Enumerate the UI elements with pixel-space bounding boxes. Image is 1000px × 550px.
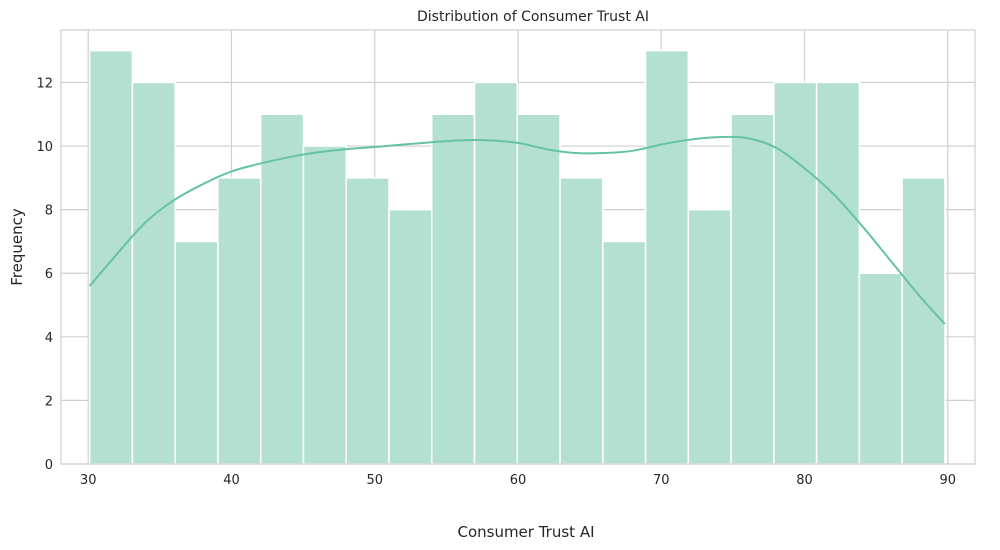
y-tick-label-3: 6	[45, 267, 53, 282]
y-tick-label-1: 2	[45, 394, 53, 409]
histogram-bars	[88, 49, 946, 465]
histogram-bar-16	[773, 81, 818, 465]
x-tick-label-5: 80	[796, 473, 813, 488]
histogram-bar-13	[644, 49, 690, 465]
y-tick-label-6: 12	[36, 76, 53, 91]
histogram-bar-5	[302, 145, 347, 465]
kde-curve-layer	[88, 135, 946, 325]
histogram-bar-0	[88, 49, 134, 465]
x-axis-label: Consumer Trust AI	[457, 523, 594, 541]
histogram-bar-2	[174, 240, 219, 465]
plot-frame	[60, 29, 976, 465]
histogram-bar-17	[815, 81, 861, 465]
histogram-bar-11	[559, 177, 604, 465]
histogram-bar-14	[687, 208, 732, 465]
histogram-bar-8	[431, 113, 476, 465]
histogram-bar-12	[602, 240, 647, 465]
x-tick-label-2: 50	[366, 473, 383, 488]
histogram-bar-4	[259, 113, 305, 465]
histogram-bar-15	[730, 113, 775, 465]
y-tick-label-4: 8	[45, 204, 53, 219]
histogram-bar-18	[858, 272, 903, 465]
histogram-bar-7	[388, 208, 433, 465]
x-tick-label-3: 60	[510, 473, 527, 488]
x-tick-label-6: 90	[940, 473, 957, 488]
x-tick-label-1: 40	[223, 473, 240, 488]
y-axis-label: Frequency	[8, 208, 26, 286]
chart-title: Distribution of Consumer Trust AI	[417, 9, 649, 25]
x-tick-labels: 30 40 50 60 70 80 90	[80, 473, 956, 488]
y-tick-label-0: 0	[45, 458, 53, 473]
histogram-bar-10	[516, 113, 561, 465]
y-tick-label-2: 4	[45, 331, 53, 346]
histogram-bar-1	[131, 81, 176, 465]
kde-curve	[88, 135, 946, 325]
x-tick-label-0: 30	[80, 473, 97, 488]
y-tick-labels: 0 2 4 6 8 10 12	[36, 76, 53, 473]
y-tick-label-5: 10	[36, 140, 53, 155]
histogram-bar-3	[217, 177, 262, 465]
histogram-bar-6	[345, 177, 390, 465]
histogram-bar-19	[901, 177, 946, 465]
x-tick-label-4: 70	[653, 473, 670, 488]
